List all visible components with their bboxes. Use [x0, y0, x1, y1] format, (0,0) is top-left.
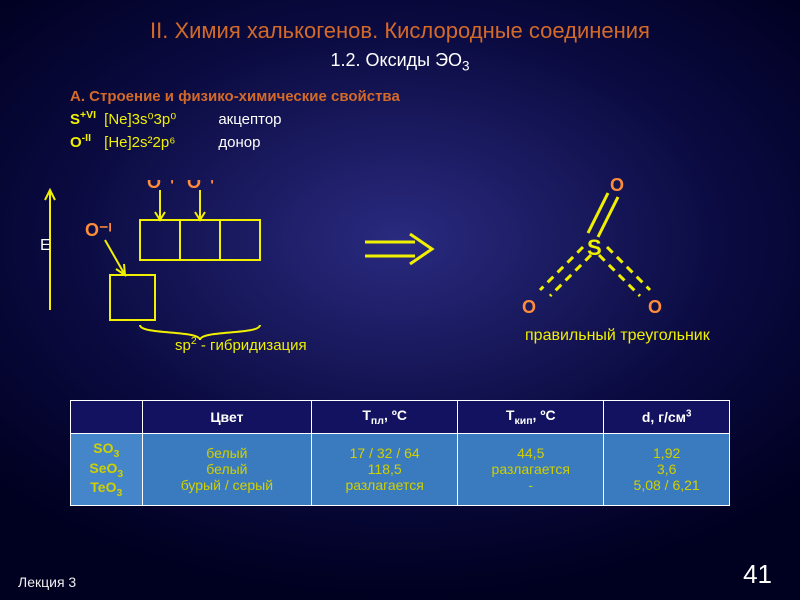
cfg1-conf: [He]2s²2p⁶ — [104, 134, 214, 151]
th-tboil-html: Tкип, ºC — [506, 407, 556, 423]
lecture-label: Лекция 3 — [18, 574, 76, 590]
subtitle-text: 1.2. Оксиды ЭО — [330, 50, 462, 70]
cell-tboil: 44,5разлагается- — [458, 433, 604, 505]
cell-color: белыйбелыйбурый / серый — [142, 433, 311, 505]
table-row: SO3SeO3TeO3 белыйбелыйбурый / серый 17 /… — [71, 433, 730, 505]
tri-O-right: O — [648, 297, 662, 317]
page-number: 41 — [743, 559, 772, 590]
cell-tmelt: 17 / 32 / 64118,5разлагается — [312, 433, 458, 505]
tri-O-top: O — [610, 175, 624, 195]
th-color: Цвет — [142, 401, 311, 434]
cfg1-sym: O-II — [70, 132, 100, 151]
properties-table: Цвет Tпл, ºC Tкип, ºC d, г/см3 SO3SeO3Te… — [70, 400, 730, 506]
cfg0-conf: [Ne]3s⁰3p⁰ — [104, 110, 214, 128]
cell-dens: 1,923,65,08 / 6,21 — [604, 433, 730, 505]
so3-triangle-diagram: O S O O правильный треугольник — [470, 155, 720, 355]
th-tmelt: Tпл, ºC — [312, 401, 458, 434]
orbital-diagram: E O⁻ᴵ O⁻ᴵ O⁻ᴵ — [40, 180, 340, 350]
config-row-0: S+VI [Ne]3s⁰3p⁰ акцептор — [70, 109, 800, 128]
triangle-caption: правильный треугольник — [525, 327, 711, 344]
cfg1-role: донор — [218, 134, 260, 151]
config-row-1: O-II [He]2s²2p⁶ донор — [70, 132, 800, 151]
diagram-region: E O⁻ᴵ O⁻ᴵ O⁻ᴵ O S O O правильный треугол… — [0, 180, 800, 380]
tri-O-left: O — [522, 297, 536, 317]
table-header-row: Цвет Tпл, ºC Tкип, ºC d, г/см3 — [71, 401, 730, 434]
tri-S: S — [587, 235, 602, 260]
O-label-2: O⁻ᴵ — [85, 220, 112, 240]
hybridization-label: sp2 - гибридизация — [175, 335, 307, 354]
th-dens-html: d, г/см3 — [642, 409, 692, 425]
implies-arrow-icon — [360, 230, 440, 270]
O-label-1: O⁻ᴵ — [187, 180, 214, 192]
th-dens: d, г/см3 — [604, 401, 730, 434]
O-label-0: O⁻ᴵ — [147, 180, 174, 192]
section-a-heading: А. Строение и физико-химические свойства — [70, 88, 800, 105]
cfg0-role: акцептор — [218, 111, 281, 128]
slide-title: II. Химия халькогенов. Кислородные соеди… — [0, 0, 800, 44]
subtitle-sub: 3 — [462, 59, 470, 74]
cell-formulas: SO3SeO3TeO3 — [71, 433, 143, 505]
cfg0-sym: S+VI — [70, 109, 100, 128]
slide-subtitle: 1.2. Оксиды ЭО3 — [0, 44, 800, 74]
th-blank — [71, 401, 143, 434]
th-tmelt-html: Tпл, ºC — [362, 407, 407, 423]
E-label: E — [40, 237, 51, 254]
th-tboil: Tкип, ºC — [458, 401, 604, 434]
